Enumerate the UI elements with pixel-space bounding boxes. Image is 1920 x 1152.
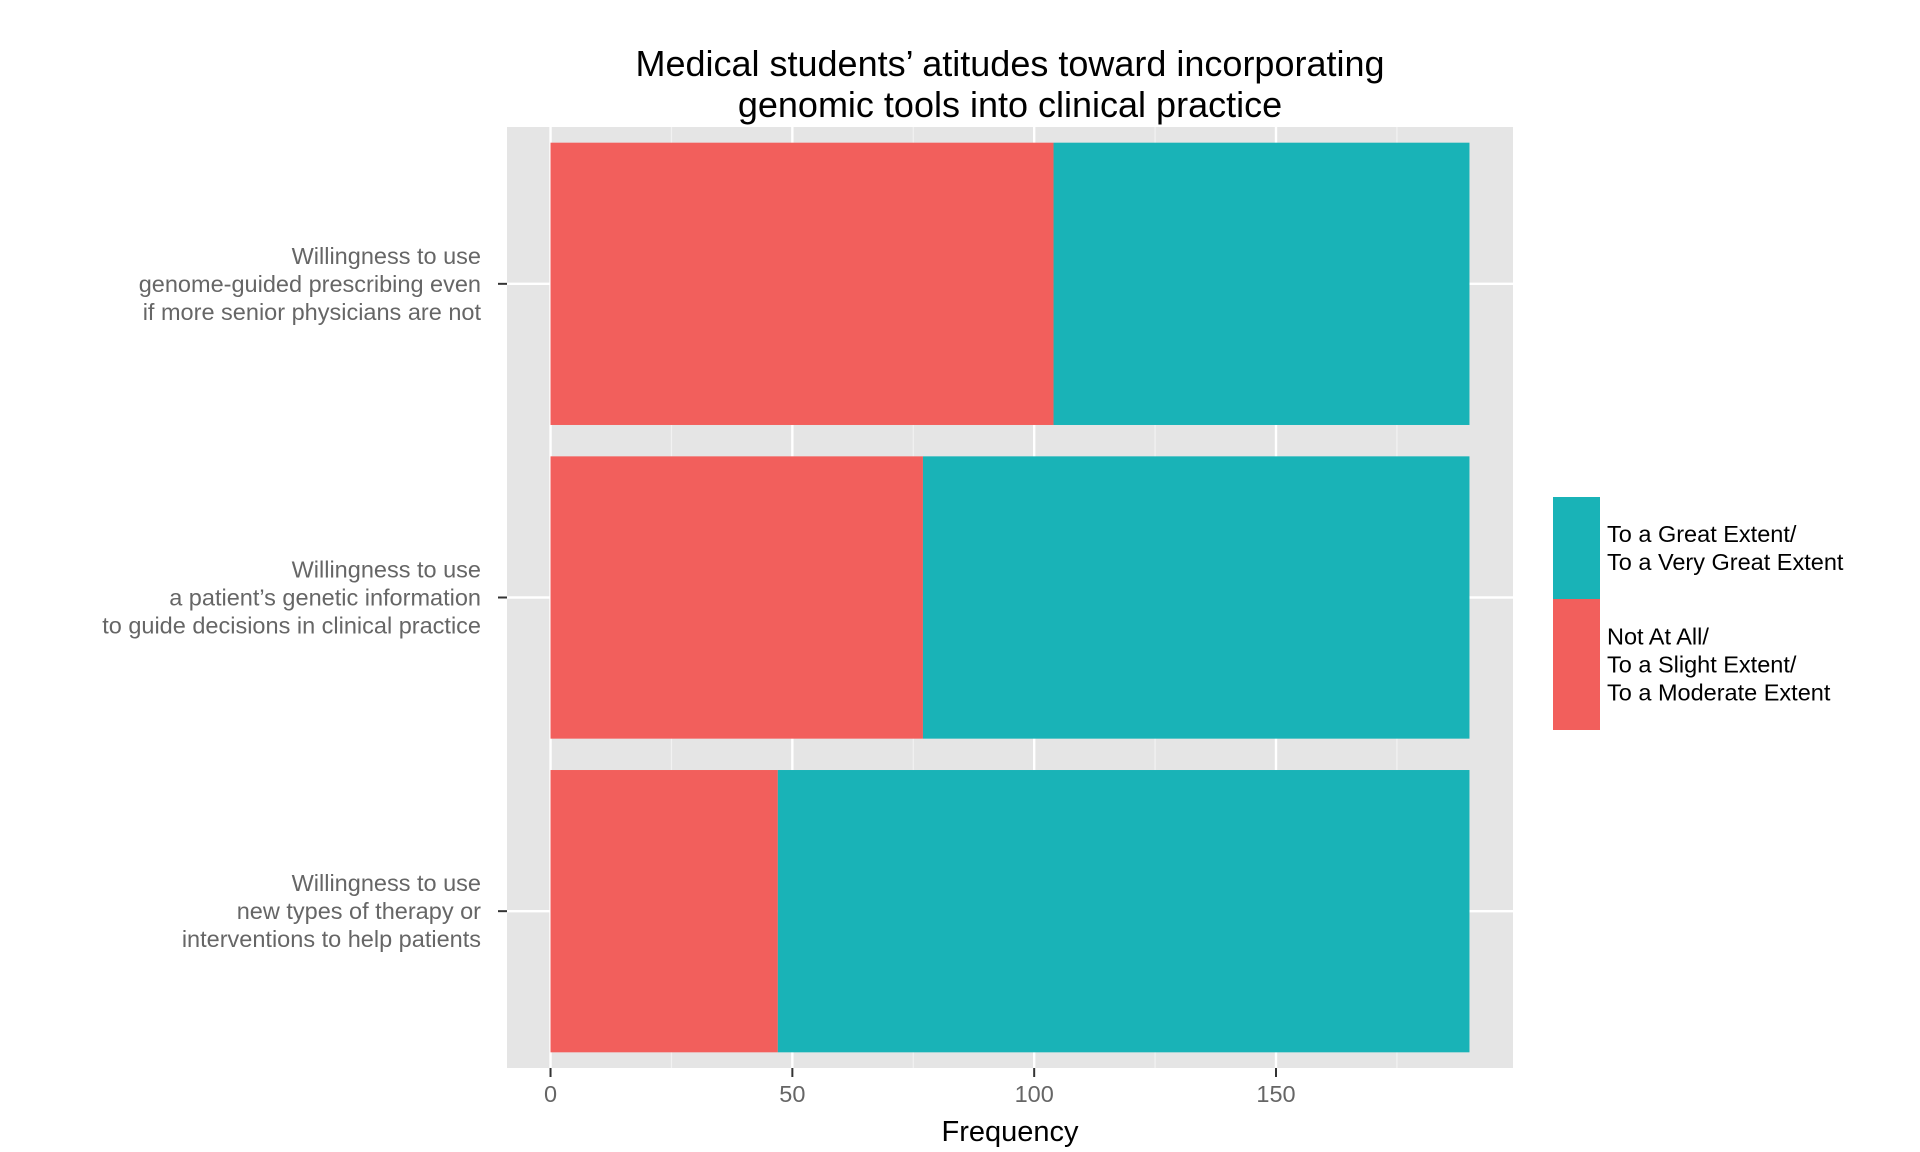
bar-segment <box>922 456 1470 739</box>
bar-segment <box>550 142 1054 425</box>
x-tick-label: 150 <box>1256 1081 1295 1107</box>
y-tick-label: if more senior physicians are not <box>143 299 482 325</box>
y-tick-label: new types of therapy or <box>237 898 481 924</box>
legend-label: To a Great Extent/ <box>1607 521 1797 547</box>
x-tick-label: 100 <box>1015 1081 1054 1107</box>
y-tick-label: interventions to help patients <box>182 926 481 952</box>
y-tick-label: Willingness to use <box>292 870 481 896</box>
bar-segment <box>777 770 1470 1053</box>
legend-key <box>1553 599 1600 730</box>
legend-label: To a Moderate Extent <box>1607 680 1831 706</box>
legend: To a Great Extent/To a Very Great Extent… <box>1553 497 1844 730</box>
chart-title: Medical students’ atitudes toward incorp… <box>635 43 1384 125</box>
bar-segment <box>550 456 923 739</box>
x-tick-label: 0 <box>544 1081 557 1107</box>
y-tick-label: to guide decisions in clinical practice <box>102 613 481 639</box>
y-tick-label: a patient’s genetic information <box>169 585 481 611</box>
legend-label: To a Very Great Extent <box>1607 549 1844 575</box>
legend-label: Not At All/ <box>1607 624 1709 650</box>
y-tick-label: Willingness to use <box>292 243 481 269</box>
chart-title-line: genomic tools into clinical practice <box>738 84 1282 125</box>
y-tick-label: genome-guided prescribing even <box>139 271 481 297</box>
chart-title-line: Medical students’ atitudes toward incorp… <box>635 43 1384 84</box>
x-axis-title: Frequency <box>941 1116 1079 1148</box>
x-axis: 0 50 100 150 <box>544 1068 1296 1107</box>
x-tick-label: 50 <box>779 1081 805 1107</box>
legend-key <box>1553 497 1600 599</box>
bar-segment <box>1053 142 1470 425</box>
bar-segment <box>550 770 778 1053</box>
y-tick-label: Willingness to use <box>292 557 481 583</box>
legend-label: To a Slight Extent/ <box>1607 652 1797 678</box>
bars <box>550 142 1470 1053</box>
